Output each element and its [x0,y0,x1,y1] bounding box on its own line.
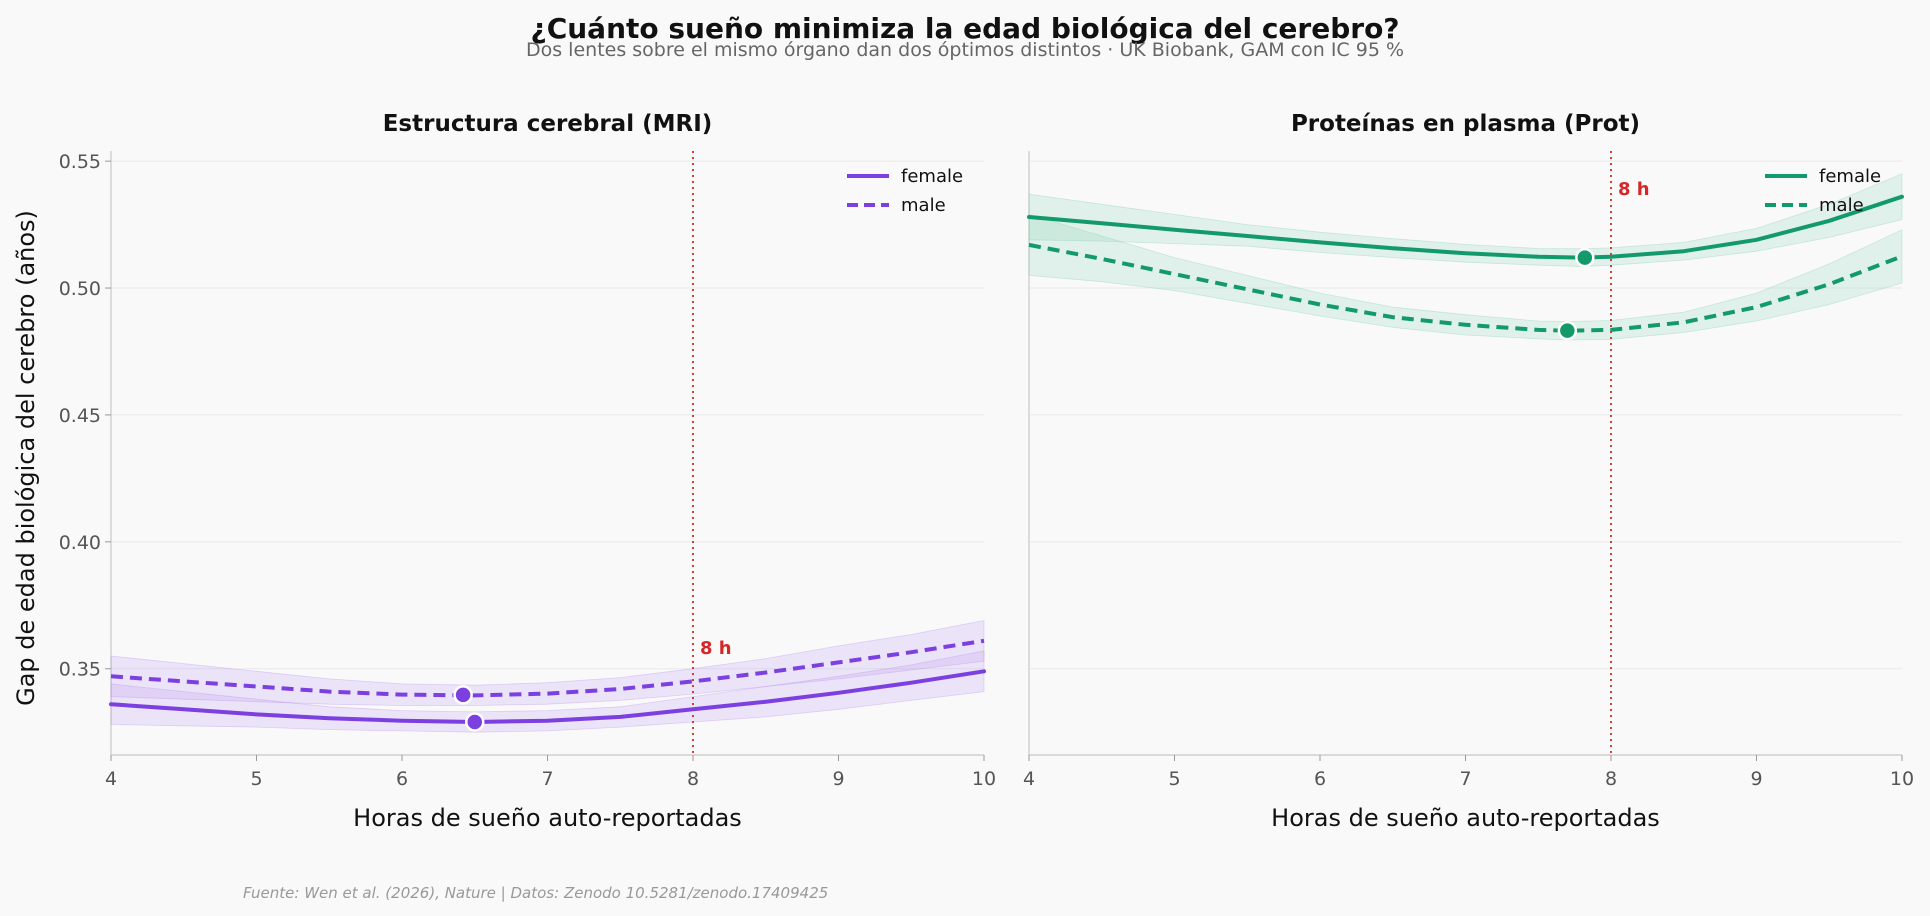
y-tick-label: 0.40 [59,532,101,554]
y-tick-label: 0.35 [59,659,101,681]
y-tick-label: 0.55 [59,151,101,173]
ci-band-female [1028,173,1903,267]
legend-label-male: male [1819,195,1864,216]
x-tick-label: 5 [250,768,262,790]
series-line-female [109,669,986,724]
y-tick-label: 0.45 [59,405,101,427]
x-tick-label: 6 [1314,768,1326,790]
x-tick-label: 7 [1459,768,1471,790]
legend-label-male: male [901,195,946,216]
series-line-male [110,638,985,698]
x-tick-label: 8 [687,768,699,790]
minimum-marker-female [465,712,485,732]
panels-group: 4 5 6 7 8 9 10 0.35 0.40 0.45 0.50 0.55 Estructura c… [59,111,1914,832]
minimum-marker-male [1557,320,1578,341]
ci-band-male [1028,213,1903,341]
x-tick-label: 4 [1023,768,1035,790]
ci-band-female [110,650,985,733]
x-tick-label: 10 [972,768,996,790]
x-tick-label: 10 [1890,768,1914,790]
panel-title: Proteínas en plasma (Prot) [1291,111,1640,137]
x-tick-label: 7 [541,768,553,790]
x-tick-label: 5 [1168,768,1180,790]
legend-label-female: female [1819,166,1881,187]
reference-line-label: 8 h [1618,179,1650,200]
panel-2: 4 5 6 7 8 9 10 Proteínas en plasma (Prot) Horas … [1023,111,1914,832]
figure-subtitle: Dos lentes sobre el mismo órgano dan dos… [526,39,1404,61]
panel-title: Estructura cerebral (MRI) [383,111,713,137]
x-tick-label: 4 [105,768,117,790]
y-tick-label: 0.50 [59,278,101,300]
minimum-marker-male [453,685,473,705]
source-note: Fuente: Wen et al. (2026), Nature | Dato… [243,884,828,902]
x-tick-label: 9 [1750,768,1762,790]
legend-label-female: female [901,166,963,187]
reference-line-label: 8 h [700,638,732,659]
series-line-male [1028,242,1903,333]
y-axis-label: Gap de edad biológica del cerebro (años) [12,210,40,706]
panel-1: 4 5 6 7 8 9 10 0.35 0.40 0.45 0.50 0.55 Estructura c… [59,111,996,832]
figure-title: ¿Cuánto sueño minimiza la edad biológica… [530,12,1399,45]
x-tick-label: 9 [832,768,844,790]
x-tick-label: 8 [1605,768,1617,790]
series-line-female [1027,194,1904,260]
x-tick-label: 6 [396,768,408,790]
x-axis-label: Horas de sueño auto-reportadas [1271,804,1660,832]
minimum-marker-female [1575,247,1595,268]
x-axis-label: Horas de sueño auto-reportadas [353,804,742,832]
ci-band-male [110,620,985,706]
